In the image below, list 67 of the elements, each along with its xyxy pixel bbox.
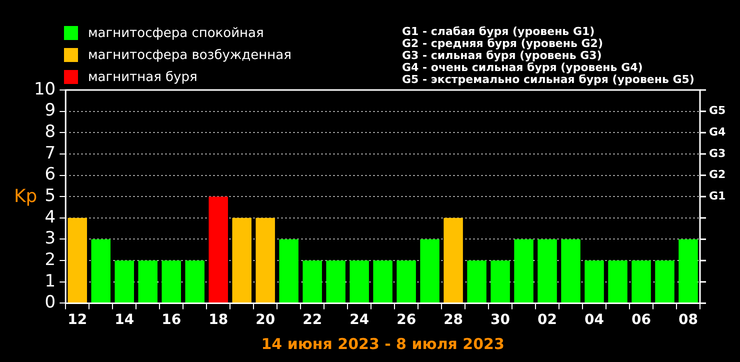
text: G3 xyxy=(709,146,726,160)
text: G5 xyxy=(709,104,726,118)
x-tick-label: 14 xyxy=(114,312,134,328)
y-tick-label: 5 xyxy=(44,186,56,206)
x-axis-title: 14 июня 2023 - 8 июля 2023 xyxy=(261,334,504,353)
y-tick-label: 9 xyxy=(44,100,56,121)
bar xyxy=(326,260,346,303)
y-tick-label: 0 xyxy=(44,292,56,313)
text: G4 xyxy=(709,126,726,138)
bar xyxy=(256,218,275,303)
x-tick-label: 08 xyxy=(678,312,698,328)
x-tick-label: 04 xyxy=(584,312,604,328)
y-axis-title: Kp xyxy=(14,186,38,207)
bar xyxy=(444,218,463,303)
x-tick-label: 12 xyxy=(68,312,88,328)
bar xyxy=(68,218,88,303)
x-tick-label: 30 xyxy=(490,312,510,328)
legend-label: магнитосфера возбужденная xyxy=(88,48,292,62)
x-tick-label: 20 xyxy=(256,312,276,328)
y-tick-label: 1 xyxy=(44,271,56,292)
bar xyxy=(138,260,158,303)
legend-label: магнитосфера спокойная xyxy=(88,26,264,40)
x-tick-label: 28 xyxy=(444,312,464,328)
bar xyxy=(561,239,580,303)
x-tick-label: 26 xyxy=(396,312,416,328)
x-tick-label: 18 xyxy=(208,312,228,328)
bar xyxy=(114,260,134,303)
y-tick-label: 7 xyxy=(44,143,56,164)
bar xyxy=(91,239,111,303)
x-tick-label: 24 xyxy=(350,312,370,328)
y-tick-label: 3 xyxy=(44,228,56,249)
y-tick-label: 10 xyxy=(34,79,56,100)
bar xyxy=(162,260,181,303)
bar xyxy=(185,260,204,303)
bar xyxy=(396,260,416,303)
x-tick-label: 06 xyxy=(632,312,652,328)
text: G1 - слабая буря (уровень G1) xyxy=(402,25,596,38)
x-tick-label: 16 xyxy=(162,312,182,328)
text: G2 xyxy=(709,168,726,182)
bar xyxy=(420,239,440,303)
text: G5 - экстремально сильная буря (уровень G5) xyxy=(402,73,694,86)
x-tick-label: 22 xyxy=(302,312,322,328)
bar xyxy=(373,260,392,303)
bar xyxy=(678,239,698,303)
bar xyxy=(514,239,534,303)
text: G4 - очень сильная буря (уровень G4) xyxy=(402,61,644,74)
y-tick-label: 6 xyxy=(44,164,56,185)
y-tick-label: 2 xyxy=(44,250,56,270)
bar xyxy=(232,218,252,303)
x-tick-label: 02 xyxy=(538,312,558,328)
bar xyxy=(655,260,674,303)
bar xyxy=(302,260,322,303)
bar xyxy=(208,196,228,303)
bar xyxy=(538,239,557,303)
text: G1 xyxy=(709,189,726,202)
bar xyxy=(490,260,510,303)
bar xyxy=(608,260,628,303)
bar xyxy=(279,239,298,303)
text: G3 - сильная буря (уровень G3) xyxy=(402,49,603,62)
text: G2 - средняя буря (уровень G2) xyxy=(402,37,604,50)
legend-label: магнитная буря xyxy=(88,70,198,84)
y-tick-label: 4 xyxy=(44,207,56,228)
bar xyxy=(632,260,651,303)
bar xyxy=(467,260,486,303)
y-tick-label: 8 xyxy=(44,122,56,142)
bar xyxy=(350,260,369,303)
bar xyxy=(584,260,604,303)
